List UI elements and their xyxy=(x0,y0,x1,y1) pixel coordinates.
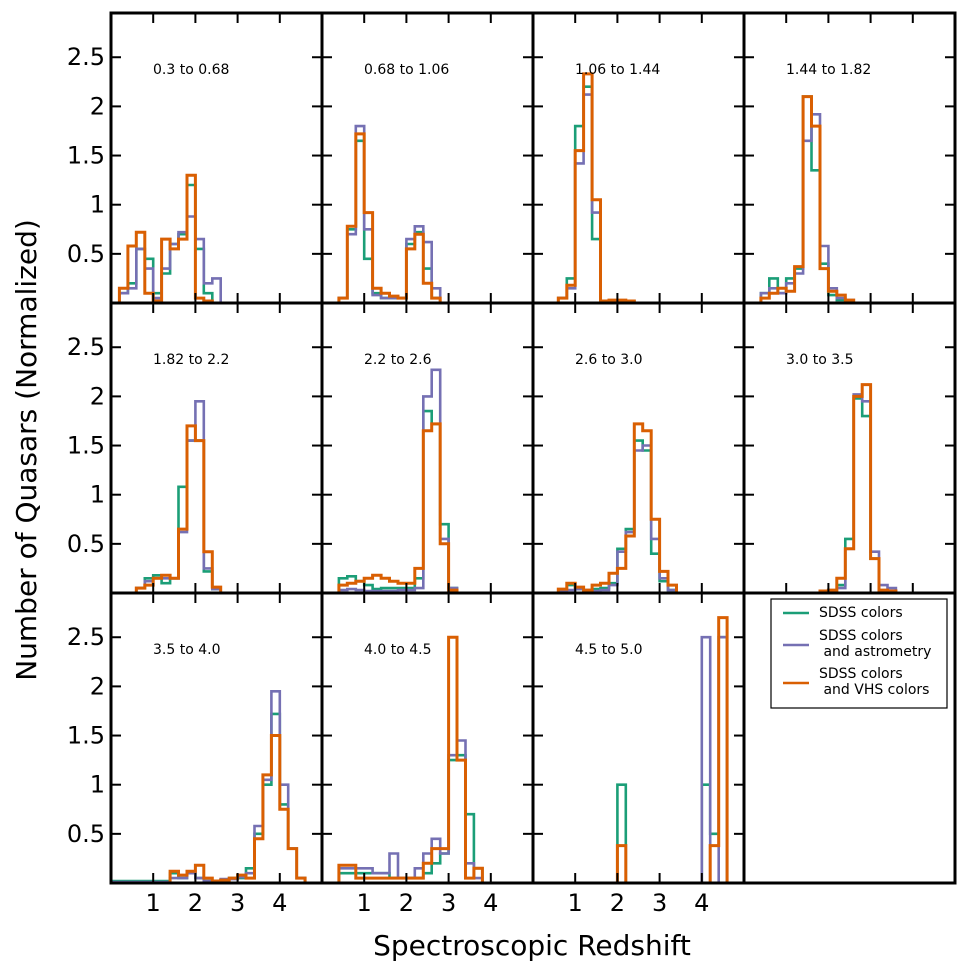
panel-range-label: 4.5 to 5.0 xyxy=(575,642,642,658)
legend-label-continued: and astrometry xyxy=(819,644,931,660)
series-step-line xyxy=(118,183,214,303)
series-step-line xyxy=(337,739,484,883)
x-axis-title: Spectroscopic Redshift xyxy=(373,929,691,962)
y-tick-label: 1 xyxy=(90,771,105,799)
series-step-line xyxy=(337,132,442,303)
series-step-line xyxy=(337,635,484,883)
panel-frame xyxy=(742,11,957,305)
panel: 4.5 to 5.0 1 2 3 4 xyxy=(531,591,746,917)
series-step-line xyxy=(111,712,307,883)
panel-frame xyxy=(109,301,324,595)
panel-frame xyxy=(531,301,746,595)
panel-frame xyxy=(531,591,746,885)
x-tick-label: 2 xyxy=(610,889,625,917)
x-tick-label: 1 xyxy=(357,889,372,917)
panel-range-label: 2.6 to 3.0 xyxy=(575,352,642,368)
series-step-line xyxy=(556,72,636,303)
series-step-line xyxy=(557,85,636,303)
y-tick-label: 0.5 xyxy=(67,820,105,848)
y-tick-label: 1.5 xyxy=(67,432,105,460)
series-step-line xyxy=(759,95,856,303)
panel-frame xyxy=(109,11,324,305)
panel-frame xyxy=(320,301,535,595)
panel-frame xyxy=(531,11,746,305)
y-tick-label: 2.5 xyxy=(67,623,105,651)
legend-box xyxy=(770,598,948,709)
series-step-line xyxy=(818,383,898,593)
panel: 4.0 to 4.5 1 2 3 4 xyxy=(320,591,535,917)
x-tick-label: 3 xyxy=(230,889,245,917)
series-step-line xyxy=(337,139,442,303)
panel: 1.06 to 1.44 xyxy=(531,11,746,305)
panel: 2.6 to 3.0 xyxy=(531,301,746,595)
y-tick-label: 0.5 xyxy=(67,530,105,558)
x-tick-label: 1 xyxy=(568,889,583,917)
panels-layer: 0.3 to 0.68 0.5 1 1.5 2 2.5 0.68 to 1.06 1.06 t… xyxy=(67,11,957,917)
panel-range-label: 1.06 to 1.44 xyxy=(575,62,660,78)
panel-frame xyxy=(109,591,324,885)
legend-label: SDSS colors xyxy=(819,666,903,682)
series-step-line xyxy=(600,635,729,883)
series-step-line xyxy=(818,393,898,593)
y-tick-label: 2.5 xyxy=(67,43,105,71)
series-step-line xyxy=(337,422,459,593)
panel: 2.2 to 2.6 xyxy=(320,301,535,595)
series-step-line xyxy=(337,753,484,883)
series-step-line xyxy=(759,95,855,303)
y-tick-label: 1.5 xyxy=(67,142,105,170)
panel: 0.3 to 0.68 0.5 1 1.5 2 2.5 xyxy=(67,11,324,305)
x-tick-label: 3 xyxy=(652,889,667,917)
panel-range-label: 0.68 to 1.06 xyxy=(364,62,449,78)
y-tick-label: 2 xyxy=(90,382,105,410)
y-axis-title: Number of Quasars (Normalized) xyxy=(10,219,43,681)
panel-range-label: 4.0 to 4.5 xyxy=(364,642,431,658)
legend-label: SDSS colors xyxy=(819,605,903,621)
x-tick-label: 2 xyxy=(188,889,203,917)
panel-frame xyxy=(320,591,535,885)
panel-range-label: 3.5 to 4.0 xyxy=(153,642,220,658)
series-step-line xyxy=(134,424,223,593)
panel-range-label: 1.82 to 2.2 xyxy=(153,352,229,368)
y-tick-label: 2.5 xyxy=(67,333,105,361)
y-tick-label: 2 xyxy=(90,92,105,120)
x-tick-label: 4 xyxy=(694,889,709,917)
panel: 0.68 to 1.06 xyxy=(320,11,535,305)
y-tick-label: 0.5 xyxy=(67,240,105,268)
panel-range-label: 2.2 to 2.6 xyxy=(364,352,432,368)
legend-label: SDSS colors xyxy=(819,628,903,644)
y-tick-label: 1 xyxy=(90,191,105,219)
series-step-line xyxy=(111,690,307,883)
panel: 1.82 to 2.2 0.5 1 1.5 2 2.5 xyxy=(67,301,324,595)
series-step-line xyxy=(600,616,729,883)
y-tick-label: 2 xyxy=(90,672,105,700)
x-tick-label: 4 xyxy=(483,889,498,917)
legend-label-continued: and VHS colors xyxy=(819,682,929,698)
series-step-line xyxy=(556,422,678,593)
y-tick-label: 1 xyxy=(90,481,105,509)
panel: 3.5 to 4.01 2 3 40.511.522.5 xyxy=(67,591,324,917)
series-step-line xyxy=(118,215,222,303)
y-tick-label: 1.5 xyxy=(67,722,105,750)
series-step-line xyxy=(818,397,898,593)
x-tick-label: 1 xyxy=(146,889,161,917)
x-tick-label: 4 xyxy=(272,889,287,917)
x-tick-label: 2 xyxy=(399,889,414,917)
series-step-line xyxy=(337,124,442,303)
panel-range-label: 0.3 to 0.68 xyxy=(153,62,229,78)
series-step-line xyxy=(117,173,214,303)
panel-range-label: 3.0 to 3.5 xyxy=(786,352,853,368)
series-step-line xyxy=(111,734,307,883)
panel: 1.44 to 1.82 xyxy=(742,11,957,305)
panel-frame xyxy=(320,11,535,305)
x-tick-label: 3 xyxy=(441,889,456,917)
legend-panel-frame xyxy=(742,591,957,885)
series-step-line xyxy=(759,113,855,303)
panel: 3.0 to 3.5 xyxy=(742,301,957,595)
panel-range-label: 1.44 to 1.82 xyxy=(786,62,871,78)
